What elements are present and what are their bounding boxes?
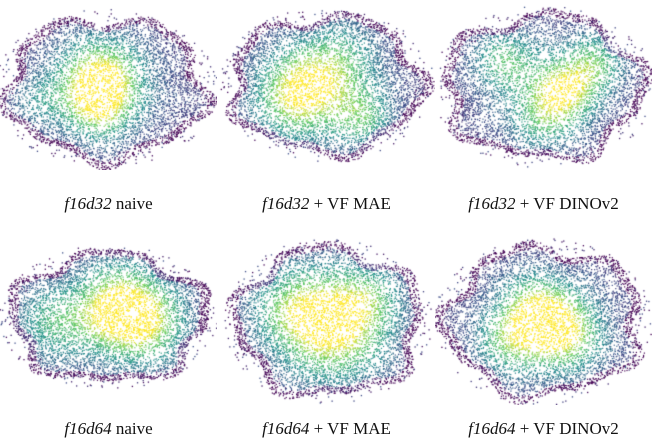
caption-model-id: f16d32 — [468, 194, 516, 213]
panel-caption: f16d32 + VF DINOv2 — [435, 194, 652, 214]
caption-variant: + VF DINOv2 — [515, 419, 619, 438]
caption-model-id: f16d64 — [64, 419, 112, 438]
scatter-plot — [435, 0, 652, 170]
caption-variant: naive — [111, 419, 153, 438]
caption-model-id: f16d64 — [262, 419, 310, 438]
panel-caption: f16d64 + VF DINOv2 — [435, 419, 652, 439]
caption-variant: naive — [111, 194, 153, 213]
scatter-plot — [0, 235, 217, 405]
panel-caption: f16d64 + VF MAE — [218, 419, 435, 439]
caption-variant: + VF MAE — [309, 194, 391, 213]
caption-model-id: f16d64 — [468, 419, 516, 438]
scatter-plot — [218, 235, 435, 405]
panel-caption: f16d64 naive — [0, 419, 217, 439]
caption-model-id: f16d32 — [262, 194, 310, 213]
caption-variant: + VF DINOv2 — [515, 194, 619, 213]
scatter-plot — [435, 235, 652, 405]
caption-variant: + VF MAE — [309, 419, 391, 438]
panel-caption: f16d32 naive — [0, 194, 217, 214]
caption-model-id: f16d32 — [64, 194, 112, 213]
scatter-plot — [0, 0, 217, 170]
scatter-plot — [218, 0, 435, 170]
panel-caption: f16d32 + VF MAE — [218, 194, 435, 214]
